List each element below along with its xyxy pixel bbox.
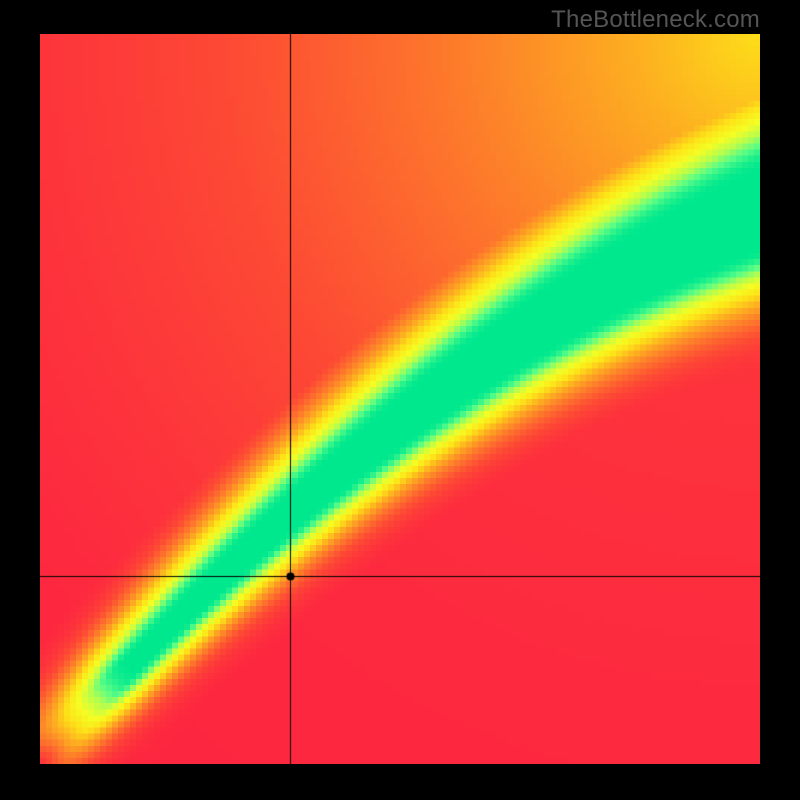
crosshair-overlay bbox=[40, 34, 760, 764]
chart-container: TheBottleneck.com bbox=[0, 0, 800, 800]
watermark-text: TheBottleneck.com bbox=[551, 6, 760, 34]
